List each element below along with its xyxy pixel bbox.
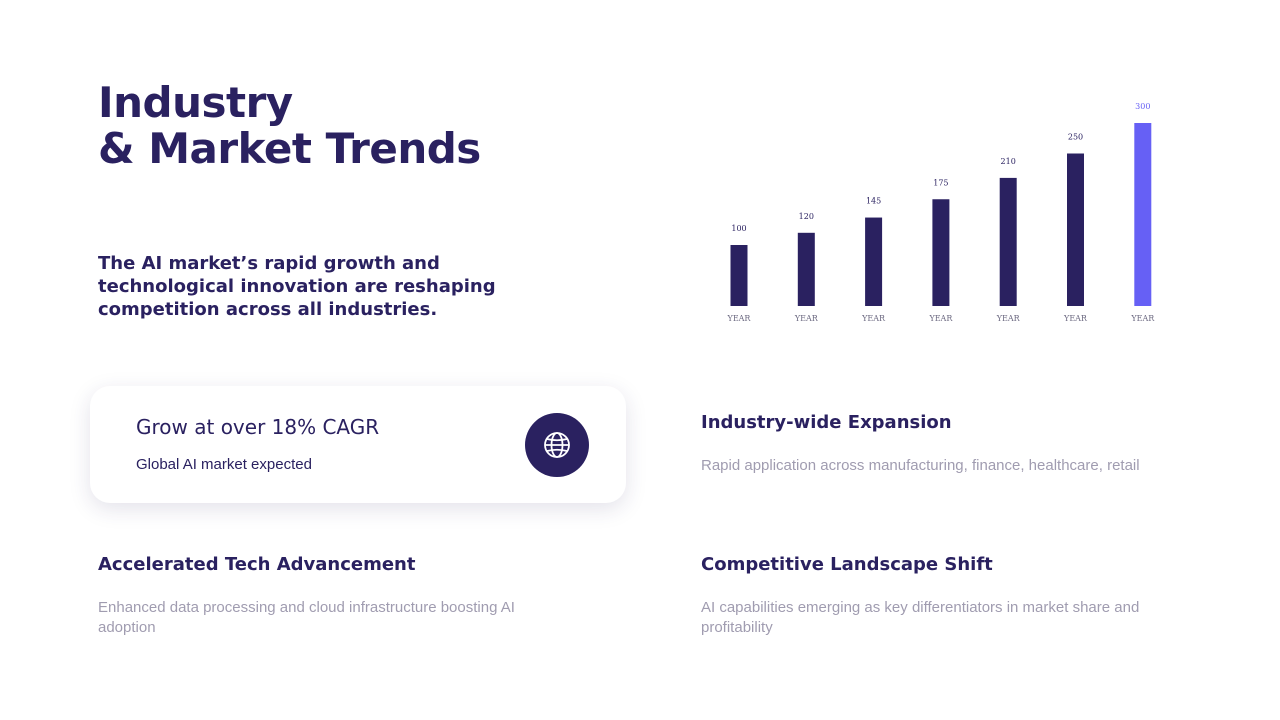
landscape-shift-title: Competitive Landscape Shift (701, 554, 993, 575)
bar-value-label-5: 210 (1001, 157, 1016, 166)
x-tick-label-6: YEAR (1063, 314, 1088, 323)
page-title-line-1: Industry (98, 78, 293, 127)
bar-value-label-3: 145 (866, 197, 881, 206)
bar-chart: 100 YEAR 120 YEAR 145 YEAR 175 YEAR 210 YEAR 250 YE… (727, 102, 1156, 323)
bar-3 (865, 217, 883, 306)
bar-value-label-1: 100 (731, 224, 746, 233)
cagr-card-subtitle: Global AI market expected (136, 456, 312, 473)
bar-5 (999, 177, 1017, 306)
page-subtitle: The AI market’s rapid growth and technol… (98, 253, 496, 320)
cagr-card: Grow at over 18% CAGR Global AI market e… (90, 386, 626, 503)
bar-6 (1067, 153, 1084, 306)
page-title: Industry & Market Trends (98, 80, 481, 172)
tech-advancement-title: Accelerated Tech Advancement (98, 554, 416, 575)
x-tick-label-5: YEAR (996, 314, 1021, 323)
bar-7 (1134, 123, 1152, 306)
x-tick-label-7: YEAR (1130, 314, 1155, 323)
bar-4 (932, 199, 950, 306)
bar-1 (730, 245, 748, 306)
bar-value-label-6: 250 (1068, 133, 1083, 142)
expansion-title: Industry-wide Expansion (701, 412, 952, 433)
x-tick-label-4: YEAR (928, 314, 953, 323)
landscape-shift-text: AI capabilities emerging as key differen… (701, 599, 1140, 636)
cagr-card-title: Grow at over 18% CAGR (136, 415, 380, 439)
tech-advancement-text: Enhanced data processing and cloud infra… (98, 599, 515, 636)
page-title-line-2: & Market Trends (98, 124, 481, 173)
expansion-text: Rapid application across manufacturing, … (701, 457, 1140, 474)
x-tick-label-2: YEAR (794, 314, 819, 323)
bar-value-label-4: 175 (933, 178, 948, 187)
x-tick-label-1: YEAR (727, 314, 752, 323)
bar-value-label-7: 300 (1135, 102, 1150, 111)
globe-icon (525, 413, 589, 477)
bar-2 (797, 232, 815, 306)
bar-value-label-2: 120 (799, 212, 814, 221)
x-tick-label-3: YEAR (861, 314, 886, 323)
